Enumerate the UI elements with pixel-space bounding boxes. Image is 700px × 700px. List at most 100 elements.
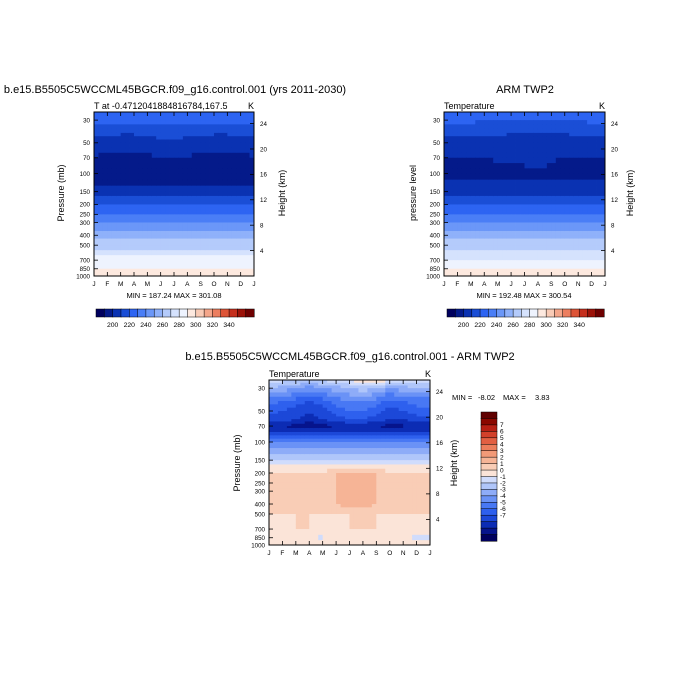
- data-cell: [484, 152, 490, 159]
- data-cell: [533, 231, 539, 236]
- data-cell: [269, 428, 274, 431]
- data-cell: [156, 235, 162, 239]
- data-cell: [129, 168, 135, 175]
- data-cell: [125, 124, 130, 130]
- data-cell: [573, 157, 579, 164]
- data-cell: [269, 485, 274, 489]
- data-cell: [222, 238, 228, 243]
- data-cell: [156, 271, 162, 274]
- data-cell: [600, 139, 606, 144]
- data-cell: [389, 413, 395, 417]
- data-cell: [94, 222, 99, 228]
- data-cell: [546, 179, 552, 187]
- data-cell: [416, 401, 422, 405]
- data-cell: [358, 388, 364, 393]
- data-cell: [111, 250, 117, 256]
- data-cell: [336, 396, 341, 402]
- data-cell: [340, 432, 346, 436]
- data-cell: [340, 442, 346, 449]
- data-cell: [340, 430, 346, 433]
- data-cell: [236, 117, 242, 121]
- data-cell: [340, 507, 346, 512]
- data-cell: [147, 117, 153, 121]
- data-cell: [345, 392, 350, 398]
- data-cell: [331, 473, 337, 477]
- data-cell: [273, 392, 279, 398]
- data-cell: [327, 499, 333, 505]
- data-cell: [564, 173, 570, 181]
- data-cell: [389, 542, 395, 546]
- data-cell: [475, 185, 481, 193]
- data-cell: [142, 245, 148, 251]
- data-cell: [569, 273, 575, 277]
- data-cell: [165, 179, 170, 187]
- data-cell: [169, 128, 175, 134]
- data-cell: [578, 179, 584, 187]
- data-cell: [407, 401, 413, 405]
- data-cell: [416, 421, 422, 425]
- data-cell: [484, 120, 490, 125]
- data-cell: [331, 382, 337, 386]
- data-cell: [398, 382, 404, 386]
- data-cell: [398, 542, 404, 546]
- data-cell: [231, 173, 237, 181]
- data-cell: [178, 235, 184, 239]
- data-cell: [273, 419, 279, 422]
- data-cell: [497, 260, 503, 264]
- data-cell: [169, 271, 175, 274]
- data-cell: [196, 226, 202, 232]
- data-cell: [591, 273, 597, 277]
- data-cell: [327, 510, 333, 515]
- data-cell: [304, 396, 310, 402]
- data-cell: [479, 268, 485, 272]
- data-cell: [573, 273, 579, 277]
- data-cell: [403, 542, 409, 546]
- data-cell: [245, 219, 250, 223]
- colorbar-swatch: [504, 308, 514, 318]
- data-cell: [389, 435, 395, 440]
- data-cell: [371, 428, 377, 431]
- data-cell: [102, 168, 108, 175]
- data-cell: [273, 468, 279, 474]
- data-cell: [461, 238, 467, 243]
- data-cell: [191, 128, 197, 134]
- data-cell: [277, 428, 283, 431]
- data-cell: [362, 401, 368, 405]
- data-cell: [546, 231, 552, 236]
- data-cell: [209, 163, 215, 169]
- data-cell: [331, 430, 337, 433]
- data-cell: [448, 200, 454, 205]
- data-cell: [134, 263, 139, 267]
- data-cell: [174, 265, 179, 270]
- data-cell: [309, 435, 315, 440]
- data-cell: [120, 238, 126, 243]
- data-cell: [200, 219, 206, 223]
- data-cell: [371, 388, 377, 393]
- data-cell: [214, 265, 219, 270]
- data-cell: [380, 534, 386, 539]
- data-cell: [151, 168, 157, 175]
- data-cell: [569, 157, 575, 164]
- data-cell: [362, 534, 368, 539]
- data-cell: [209, 235, 215, 239]
- data-cell: [542, 204, 548, 209]
- data-cell: [231, 147, 237, 154]
- data-cell: [165, 173, 170, 181]
- data-cell: [466, 245, 472, 251]
- data-cell: [111, 214, 117, 218]
- data-cell: [528, 235, 534, 239]
- data-cell: [425, 540, 431, 543]
- data-cell: [412, 473, 417, 477]
- data-cell: [461, 117, 467, 121]
- data-cell: [425, 499, 431, 505]
- data-cell: [304, 499, 310, 505]
- data-cell: [273, 438, 279, 443]
- data-cell: [236, 179, 242, 187]
- data-cell: [398, 430, 404, 433]
- data-cell: [484, 211, 490, 215]
- data-cell: [187, 139, 193, 144]
- data-cell: [493, 136, 499, 140]
- data-cell: [533, 168, 539, 175]
- data-cell: [367, 476, 373, 481]
- data-cell: [353, 448, 359, 455]
